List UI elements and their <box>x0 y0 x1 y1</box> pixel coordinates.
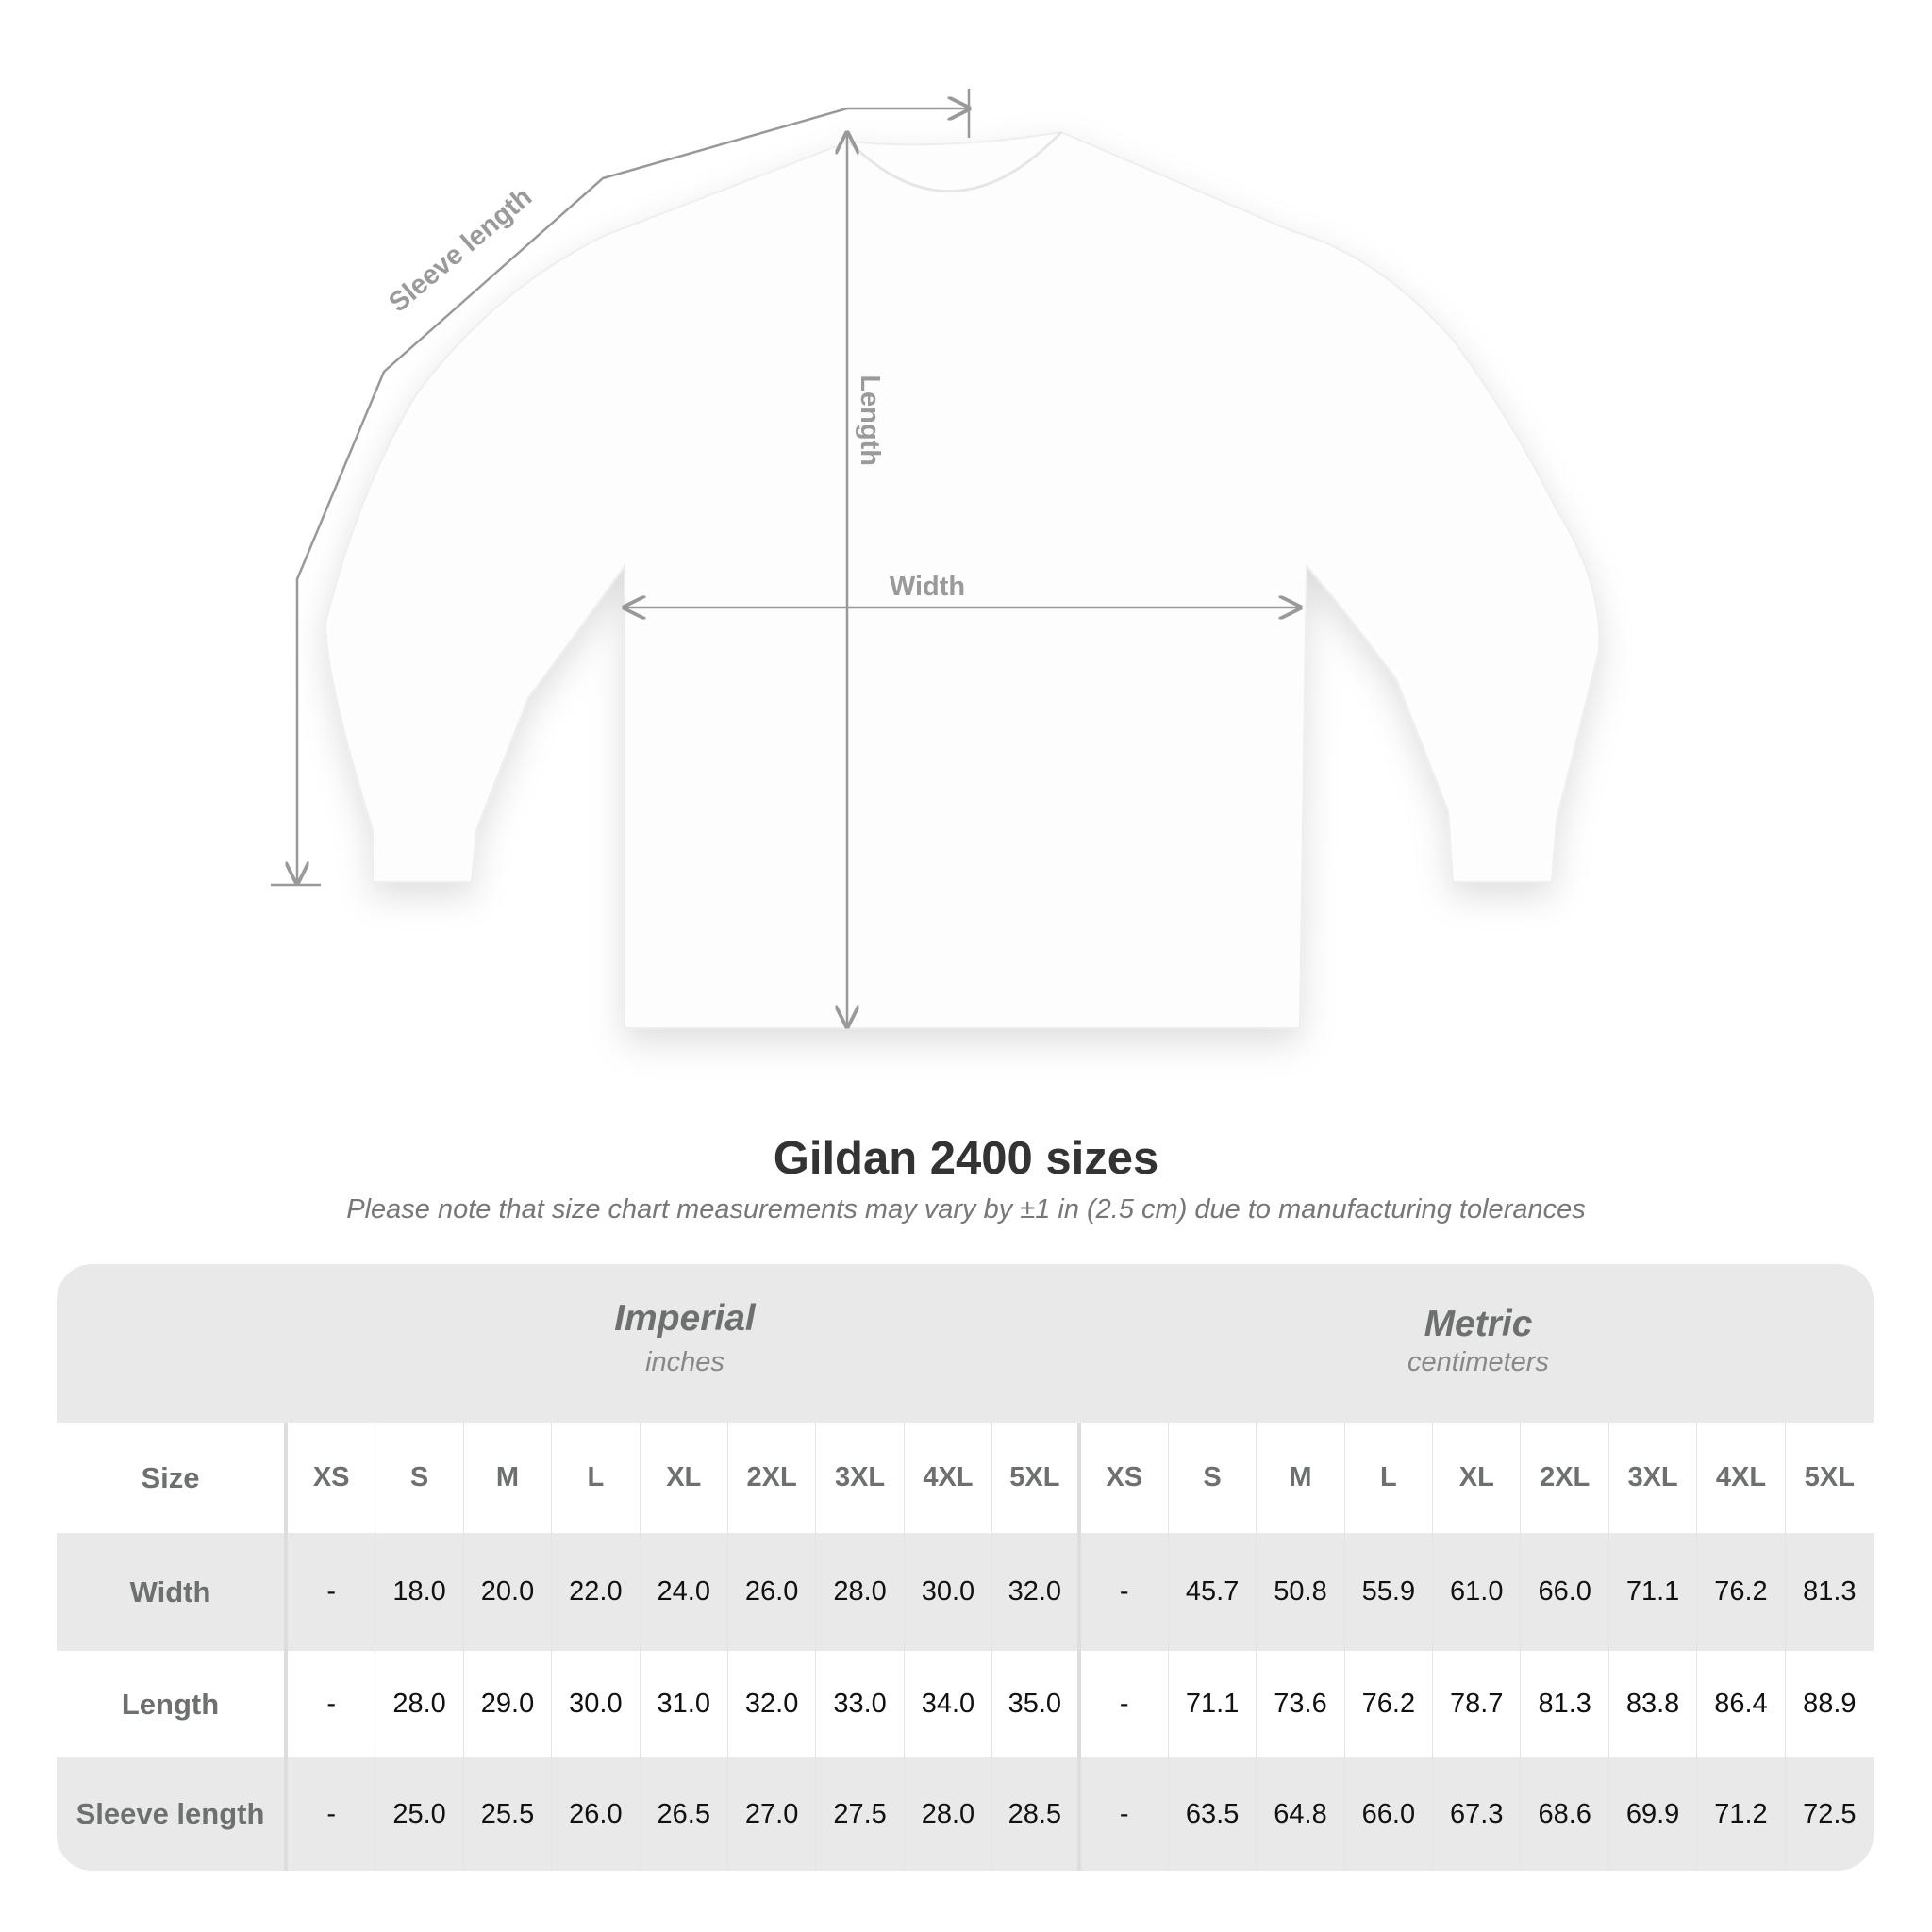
size-header-cell: L <box>552 1423 641 1533</box>
size-header-cell: XS <box>1081 1423 1169 1533</box>
metric-value-cell: 50.8 <box>1257 1533 1345 1651</box>
page-title: Gildan 2400 sizes <box>773 1133 1159 1184</box>
imperial-value-cell: 33.0 <box>816 1651 905 1757</box>
imperial-value-cell: 25.0 <box>375 1757 464 1871</box>
imperial-header: Imperial inches <box>288 1264 1082 1423</box>
metric-header: Metric centimeters <box>1082 1264 1874 1423</box>
metric-value-cell: 69.9 <box>1609 1757 1698 1871</box>
metric-value-cell: 71.1 <box>1169 1651 1257 1757</box>
imperial-value-cell: 24.0 <box>641 1533 728 1651</box>
imperial-value-cell: 32.0 <box>728 1651 817 1757</box>
metric-value-cell: 83.8 <box>1609 1651 1698 1757</box>
size-header-row: Size XS S M L XL 2XL 3XL 4XL 5XL XS S M L XL 2XL 3XL 4XL 5… <box>57 1423 1874 1533</box>
size-header-cell: 5XL <box>1804 1462 1855 1492</box>
metric-value-cell: 73.6 <box>1257 1651 1345 1757</box>
metric-value-cell: 72.5 <box>1803 1798 1857 1829</box>
size-header-cell: 4XL <box>1697 1423 1786 1533</box>
imperial-value-cell: - <box>288 1651 376 1757</box>
metric-value-cell: 86.4 <box>1697 1651 1786 1757</box>
imperial-value-cell: 32.0 <box>992 1533 1081 1651</box>
imperial-value-cell: 30.0 <box>552 1651 641 1757</box>
size-header-cell: 3XL <box>1609 1423 1698 1533</box>
metric-unit: centimeters <box>1407 1347 1549 1377</box>
row-label: Length <box>57 1651 288 1757</box>
imperial-value-cell: 22.0 <box>552 1533 641 1651</box>
imperial-value-cell: 26.0 <box>728 1533 817 1651</box>
imperial-value-cell: 18.0 <box>375 1533 464 1651</box>
imperial-value-cell: 26.0 <box>552 1757 641 1871</box>
row-label: Size <box>57 1423 288 1533</box>
size-header-cell: 3XL <box>816 1423 905 1533</box>
imperial-value-cell: 34.0 <box>905 1651 993 1757</box>
metric-value-cell: 81.3 <box>1803 1576 1857 1607</box>
imperial-value-cell: 26.5 <box>641 1757 728 1871</box>
imperial-value-cell: 28.0 <box>905 1757 993 1871</box>
size-header-cell: L <box>1345 1423 1434 1533</box>
length-label: Length <box>855 375 885 466</box>
metric-value-cell: 45.7 <box>1169 1533 1257 1651</box>
size-header-cell: XS <box>288 1423 376 1533</box>
row-label: Width <box>57 1533 288 1651</box>
metric-value-cell: 67.3 <box>1433 1757 1522 1871</box>
imperial-value-cell: 31.0 <box>641 1651 728 1757</box>
imperial-value-cell: - <box>288 1757 376 1871</box>
table-row: Width -18.0 20.0 22.0 24.0 26.0 28.0 30.0 32.0-4… <box>57 1533 1874 1651</box>
metric-value-cell: 61.0 <box>1433 1533 1522 1651</box>
metric-value-cell: - <box>1081 1651 1169 1757</box>
metric-value-cell: - <box>1081 1757 1169 1871</box>
metric-value-cell: 64.8 <box>1257 1757 1345 1871</box>
size-header-cell: S <box>1169 1423 1257 1533</box>
size-header-cell: M <box>464 1423 553 1533</box>
metric-value-cell: 68.6 <box>1521 1757 1609 1871</box>
size-header-cell: XL <box>1433 1423 1522 1533</box>
metric-value-cell: 55.9 <box>1345 1533 1434 1651</box>
metric-value-cell: 76.2 <box>1345 1651 1434 1757</box>
metric-value-cell: 76.2 <box>1697 1533 1786 1651</box>
metric-value-cell: 71.2 <box>1697 1757 1786 1871</box>
sleeve-length-line <box>297 108 969 883</box>
size-header-cell: 2XL <box>1521 1423 1609 1533</box>
metric-value-cell: 78.7 <box>1433 1651 1522 1757</box>
metric-value-cell: 66.0 <box>1521 1533 1609 1651</box>
imperial-value-cell: 28.0 <box>375 1651 464 1757</box>
imperial-value-cell: 20.0 <box>464 1533 553 1651</box>
table-row: Length -28.0 29.0 30.0 31.0 32.0 33.0 34.0 35.0-… <box>57 1651 1874 1757</box>
imperial-value-cell: 29.0 <box>464 1651 553 1757</box>
shirt-diagram: Sleeve length Length Width <box>271 89 1601 1029</box>
size-header-cell: 5XL <box>992 1423 1081 1533</box>
metric-value-cell: 81.3 <box>1521 1651 1609 1757</box>
metric-value-cell: 71.1 <box>1609 1533 1698 1651</box>
metric-value-cell: 66.0 <box>1345 1757 1434 1871</box>
tolerance-note: Please note that size chart measurements… <box>346 1194 1586 1224</box>
imperial-value-cell: 28.0 <box>816 1533 905 1651</box>
table-row: Sleeve length -25.0 25.5 26.0 26.5 27.0 27.5 28… <box>57 1757 1874 1871</box>
imperial-value-cell: 35.0 <box>992 1651 1081 1757</box>
size-header-cell: M <box>1257 1423 1345 1533</box>
size-header-cell: S <box>375 1423 464 1533</box>
imperial-label: Imperial <box>614 1298 756 1339</box>
size-header-cell: 4XL <box>905 1423 993 1533</box>
imperial-value-cell: 27.0 <box>728 1757 817 1871</box>
metric-value-cell: 63.5 <box>1169 1757 1257 1871</box>
imperial-value-cell: 28.5 <box>992 1757 1081 1871</box>
imperial-value-cell: 30.0 <box>905 1533 993 1651</box>
imperial-value-cell: 27.5 <box>816 1757 905 1871</box>
row-label: Sleeve length <box>57 1757 288 1871</box>
metric-value-cell: 88.9 <box>1803 1689 1857 1719</box>
metric-label: Metric <box>1424 1304 1533 1344</box>
size-header-cell: XL <box>641 1423 728 1533</box>
metric-value-cell: - <box>1081 1533 1169 1651</box>
size-header-cell: 2XL <box>728 1423 817 1533</box>
imperial-value-cell: 25.5 <box>464 1757 553 1871</box>
size-table: Imperial inches Metric centimeters Size X… <box>57 1264 1874 1871</box>
width-label: Width <box>890 572 965 602</box>
imperial-value-cell: - <box>288 1533 376 1651</box>
imperial-unit: inches <box>645 1347 724 1377</box>
